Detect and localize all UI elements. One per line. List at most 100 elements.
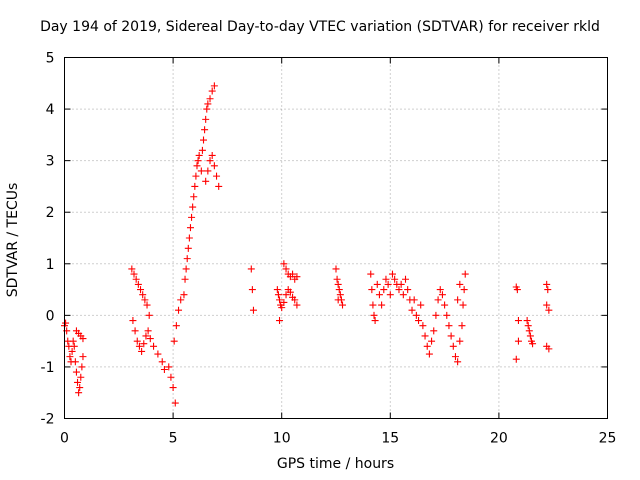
data-point <box>130 270 138 278</box>
data-point <box>69 337 77 345</box>
data-point <box>68 347 76 355</box>
data-point <box>204 167 212 175</box>
data-point <box>206 157 214 165</box>
data-point <box>436 286 444 294</box>
data-point <box>74 378 82 386</box>
data-point <box>443 311 451 319</box>
data-point <box>282 265 290 273</box>
y-tick-label: 1 <box>46 257 55 273</box>
data-point <box>193 162 201 170</box>
data-point <box>282 291 290 299</box>
x-tick-label: 10 <box>273 431 291 447</box>
data-point <box>438 291 446 299</box>
data-point <box>456 337 464 345</box>
data-point <box>408 306 416 314</box>
data-point <box>289 270 297 278</box>
data-point <box>248 286 256 294</box>
chart-title: Day 194 of 2019, Sidereal Day-to-day VTE… <box>40 19 600 35</box>
data-point <box>182 265 190 273</box>
data-points <box>61 82 553 407</box>
data-point <box>449 342 457 350</box>
data-point <box>336 291 344 299</box>
data-point <box>249 306 257 314</box>
data-point <box>434 296 442 304</box>
data-point <box>454 296 462 304</box>
data-point <box>529 340 537 348</box>
data-point <box>181 275 189 283</box>
data-point <box>274 291 282 299</box>
data-point <box>184 244 192 252</box>
data-point <box>197 167 205 175</box>
data-point <box>421 332 429 340</box>
data-point <box>202 177 210 185</box>
data-point <box>210 82 218 90</box>
data-point <box>194 157 202 165</box>
data-point <box>276 296 284 304</box>
data-point <box>417 301 425 309</box>
x-axis-label: GPS time / hours <box>276 456 395 472</box>
data-point <box>412 311 420 319</box>
data-point <box>62 319 70 327</box>
x-tick-label: 15 <box>381 431 399 447</box>
data-point <box>384 280 392 288</box>
y-tick-label: 3 <box>46 154 55 170</box>
data-point <box>135 342 143 350</box>
data-point <box>451 353 459 361</box>
data-point <box>128 265 136 273</box>
x-tick-label: 25 <box>599 431 617 447</box>
data-point <box>388 270 396 278</box>
x-tick-label: 20 <box>490 431 508 447</box>
data-point <box>513 286 521 294</box>
data-point <box>391 275 399 283</box>
data-point <box>525 327 533 335</box>
data-point <box>334 296 342 304</box>
data-point <box>206 95 214 103</box>
data-point <box>180 291 188 299</box>
data-point <box>512 355 520 363</box>
data-point <box>198 146 206 154</box>
data-point <box>183 255 191 263</box>
data-point <box>186 224 194 232</box>
data-point <box>368 286 376 294</box>
data-point <box>447 332 455 340</box>
data-point <box>75 389 83 397</box>
data-point <box>175 306 183 314</box>
data-point <box>188 213 196 221</box>
y-tick-label: 4 <box>46 102 55 118</box>
data-point <box>395 286 403 294</box>
data-point <box>425 350 433 358</box>
data-point <box>445 322 453 330</box>
data-point <box>332 265 340 273</box>
data-point <box>169 384 177 392</box>
data-point <box>371 317 379 325</box>
data-point <box>514 337 522 345</box>
data-point <box>397 280 405 288</box>
y-tick-label: 5 <box>46 51 55 67</box>
data-point <box>134 280 142 288</box>
data-point <box>380 286 388 294</box>
data-point <box>195 151 203 159</box>
data-point <box>129 317 137 325</box>
data-point <box>177 296 185 304</box>
data-point <box>167 373 175 381</box>
data-point <box>247 265 255 273</box>
data-point <box>131 327 139 335</box>
data-point <box>132 275 140 283</box>
data-point <box>190 193 198 201</box>
data-point <box>461 270 469 278</box>
data-point <box>545 345 553 353</box>
data-point <box>160 366 168 374</box>
data-point <box>143 301 151 309</box>
tick-labels: 0 5 10 15 20 25 -2 -1 0 1 2 3 4 5 <box>41 51 617 447</box>
data-point <box>367 270 375 278</box>
data-point <box>415 317 423 325</box>
y-tick-label: -1 <box>41 360 55 376</box>
data-point <box>430 327 438 335</box>
data-point <box>146 335 154 343</box>
data-point <box>460 286 468 294</box>
data-point <box>459 301 467 309</box>
data-point <box>72 368 80 376</box>
data-point <box>139 291 147 299</box>
data-point <box>71 358 79 366</box>
